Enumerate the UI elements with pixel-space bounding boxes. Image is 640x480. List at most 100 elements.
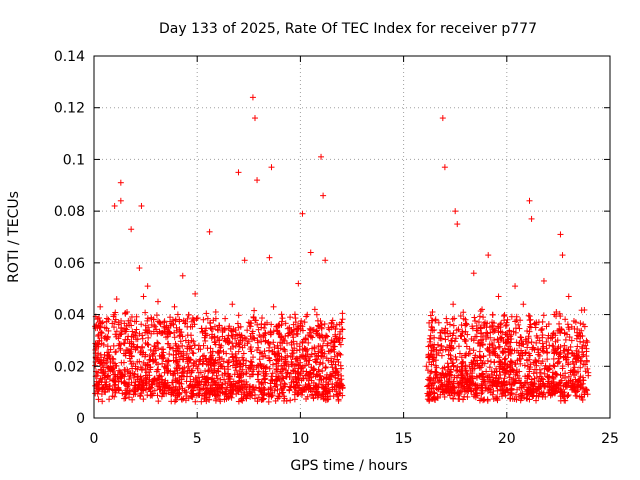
data-point	[209, 348, 216, 355]
data-point	[321, 385, 328, 392]
data-point	[517, 334, 524, 341]
data-point	[129, 396, 136, 403]
data-point	[267, 386, 274, 393]
x-tick-label: 0	[90, 431, 99, 447]
data-point	[454, 221, 461, 228]
data-point	[572, 392, 579, 399]
data-point	[235, 312, 242, 319]
data-point	[205, 396, 212, 403]
data-point	[321, 320, 328, 327]
data-point	[158, 346, 165, 353]
data-point	[225, 339, 232, 346]
data-point	[528, 339, 535, 346]
data-point	[333, 321, 340, 328]
data-point	[174, 311, 181, 318]
data-point	[282, 367, 289, 374]
data-point	[107, 382, 114, 389]
data-point	[332, 374, 339, 381]
data-point	[585, 372, 592, 379]
data-point	[281, 393, 288, 400]
data-point	[477, 354, 484, 361]
data-point	[303, 386, 310, 393]
data-point	[161, 318, 168, 325]
data-point	[212, 315, 219, 322]
data-point	[246, 323, 253, 330]
data-point	[282, 320, 289, 327]
data-point	[251, 307, 258, 314]
data-point	[185, 339, 192, 346]
data-point	[463, 321, 470, 328]
data-point	[432, 316, 439, 323]
data-point	[470, 270, 477, 277]
data-point	[121, 366, 128, 373]
data-point	[292, 356, 299, 363]
data-point	[526, 197, 533, 204]
data-point	[169, 379, 176, 386]
data-point	[103, 325, 110, 332]
data-point	[480, 314, 487, 321]
data-point	[318, 347, 325, 354]
data-point	[248, 348, 255, 355]
data-point	[289, 331, 296, 338]
data-point	[185, 363, 192, 370]
data-point	[145, 334, 152, 341]
data-point	[559, 252, 566, 259]
data-point	[583, 348, 590, 355]
data-point	[190, 376, 197, 383]
data-point	[279, 366, 286, 373]
data-point	[294, 325, 301, 332]
data-point	[249, 328, 256, 335]
data-point	[495, 293, 502, 300]
data-point	[280, 384, 287, 391]
data-point	[130, 344, 137, 351]
data-point	[266, 357, 273, 364]
data-point	[502, 355, 509, 362]
data-point	[111, 202, 118, 209]
data-point	[165, 357, 172, 364]
data-point	[250, 354, 257, 361]
data-point	[329, 317, 336, 324]
data-point	[196, 386, 203, 393]
data-point	[111, 378, 118, 385]
data-point	[261, 386, 268, 393]
data-point	[176, 356, 183, 363]
data-point	[130, 374, 137, 381]
data-point	[451, 315, 458, 322]
data-point	[257, 362, 264, 369]
data-point	[453, 356, 460, 363]
data-point	[254, 321, 261, 328]
data-point	[190, 350, 197, 357]
data-point	[217, 376, 224, 383]
data-point	[142, 329, 149, 336]
data-point	[100, 341, 107, 348]
data-point	[138, 390, 145, 397]
data-point	[148, 381, 155, 388]
data-point	[97, 330, 104, 337]
data-point	[184, 315, 191, 322]
data-point	[207, 357, 214, 364]
data-point	[94, 333, 101, 340]
grid-layer	[94, 56, 610, 418]
x-tick-label: 10	[291, 431, 309, 447]
data-point	[314, 317, 321, 324]
data-point	[438, 352, 445, 359]
data-point	[203, 375, 210, 382]
data-point	[268, 164, 275, 171]
data-point	[153, 312, 160, 319]
data-point	[263, 364, 270, 371]
x-axis-label: GPS time / hours	[290, 458, 407, 474]
data-point	[234, 320, 241, 327]
data-point	[127, 373, 134, 380]
data-point	[303, 368, 310, 375]
data-point	[443, 315, 450, 322]
data-point	[115, 387, 122, 394]
data-point	[320, 395, 327, 402]
data-point	[115, 384, 122, 391]
data-point	[164, 379, 171, 386]
data-point	[243, 368, 250, 375]
data-point	[156, 386, 163, 393]
data-point	[212, 308, 219, 315]
data-point	[230, 353, 237, 360]
data-point	[111, 393, 118, 400]
data-point	[151, 350, 158, 357]
